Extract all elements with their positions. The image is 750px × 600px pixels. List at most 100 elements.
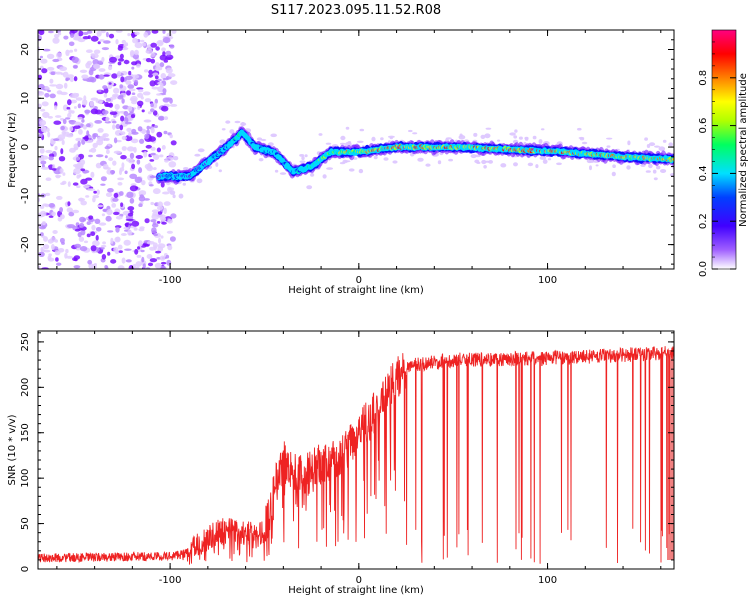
noise-speckle: [157, 211, 163, 215]
noise-speckle: [150, 219, 157, 223]
noise-speckle: [107, 230, 114, 233]
noise-speckle: [144, 98, 152, 103]
noise-speckle: [80, 200, 87, 206]
noise-speckle: [70, 33, 75, 38]
noise-speckle: [153, 154, 160, 160]
noise-speckle: [86, 233, 91, 238]
noise-speckle: [646, 144, 651, 148]
x-tick-label: 0: [356, 275, 362, 286]
noise-speckle: [86, 60, 92, 66]
noise-speckle: [172, 194, 176, 199]
noise-speckle: [105, 116, 110, 123]
noise-speckle: [299, 160, 306, 163]
noise-speckle: [162, 51, 166, 57]
noise-speckle: [129, 173, 138, 179]
noise-speckle: [137, 246, 141, 250]
noise-speckle: [145, 144, 152, 149]
noise-speckle: [110, 237, 114, 245]
noise-speckle: [113, 192, 119, 198]
noise-speckle: [112, 120, 117, 124]
noise-speckle: [129, 185, 138, 192]
noise-speckle: [221, 128, 226, 131]
noise-speckle: [131, 220, 140, 227]
noise-speckle: [75, 121, 79, 125]
noise-speckle: [653, 177, 658, 181]
colorbar-ticks: 0.0 0.2 0.4 0.6 0.8: [698, 41, 736, 277]
noise-speckle: [44, 87, 50, 90]
noise-speckle: [154, 262, 162, 269]
noise-speckle: [98, 89, 102, 93]
noise-speckle: [108, 65, 113, 71]
noise-speckle: [74, 258, 78, 262]
noise-speckle: [69, 93, 76, 99]
noise-speckle: [124, 170, 128, 175]
noise-speckle: [121, 39, 127, 44]
noise-speckle: [169, 190, 176, 195]
noise-speckle: [165, 50, 172, 56]
noise-speckle: [60, 214, 65, 220]
noise-speckle: [169, 103, 178, 107]
noise-speckle: [126, 191, 134, 198]
noise-speckle: [131, 66, 135, 70]
noise-speckle: [556, 162, 562, 166]
noise-speckle: [170, 80, 178, 85]
noise-speckle: [120, 76, 125, 83]
noise-speckle: [668, 142, 673, 147]
colorbar-tick-label: 0.4: [698, 165, 709, 181]
noise-speckle: [648, 163, 653, 169]
noise-speckle: [66, 133, 74, 138]
noise-speckle: [170, 140, 177, 146]
noise-speckle: [63, 82, 68, 89]
noise-speckle: [105, 98, 112, 102]
noise-speckle: [322, 174, 327, 179]
colorbar-tick-label: 0.6: [698, 118, 709, 134]
noise-speckle: [38, 157, 45, 161]
noise-speckle: [65, 78, 69, 82]
colorbar-label: Normalized spectral amplitude: [738, 73, 749, 227]
noise-speckle: [488, 160, 493, 164]
noise-speckle: [373, 155, 378, 160]
noise-speckle: [675, 167, 679, 170]
noise-speckle: [345, 126, 350, 130]
noise-speckle: [146, 129, 150, 136]
x-tick-label: 100: [538, 575, 557, 586]
noise-speckle: [131, 128, 137, 134]
noise-speckle: [95, 227, 102, 232]
y-tick-label: 0: [20, 144, 31, 150]
noise-speckle: [81, 74, 89, 79]
noise-speckle: [342, 159, 348, 164]
noise-speckle: [101, 47, 109, 51]
noise-speckle: [170, 213, 177, 219]
noise-speckle: [107, 188, 114, 193]
noise-speckle: [84, 135, 89, 142]
noise-speckle: [147, 111, 152, 115]
noise-speckle: [93, 63, 101, 70]
noise-speckle: [120, 233, 127, 236]
noise-speckle: [485, 127, 492, 130]
noise-speckle: [299, 154, 305, 157]
noise-speckle: [44, 93, 50, 98]
y-tick-label: 50: [20, 517, 31, 530]
noise-speckle: [146, 241, 155, 245]
noise-speckle: [153, 125, 158, 129]
noise-speckle: [677, 154, 683, 157]
noise-speckle: [70, 30, 78, 34]
noise-speckle: [153, 233, 158, 237]
noise-speckle: [117, 61, 122, 66]
noise-speckle: [169, 236, 176, 242]
noise-speckle: [123, 59, 130, 65]
noise-speckle: [58, 32, 62, 36]
noise-speckle: [120, 115, 125, 122]
noise-speckle: [93, 190, 97, 194]
noise-speckle: [128, 70, 132, 76]
noise-speckle: [135, 155, 143, 159]
noise-speckle: [150, 146, 156, 151]
noise-speckle: [120, 155, 127, 160]
noise-speckle: [100, 176, 107, 182]
noise-speckle: [310, 173, 315, 177]
noise-speckle: [644, 137, 648, 141]
noise-speckle: [88, 154, 93, 158]
noise-speckle: [267, 142, 274, 147]
noise-speckle: [158, 115, 165, 121]
